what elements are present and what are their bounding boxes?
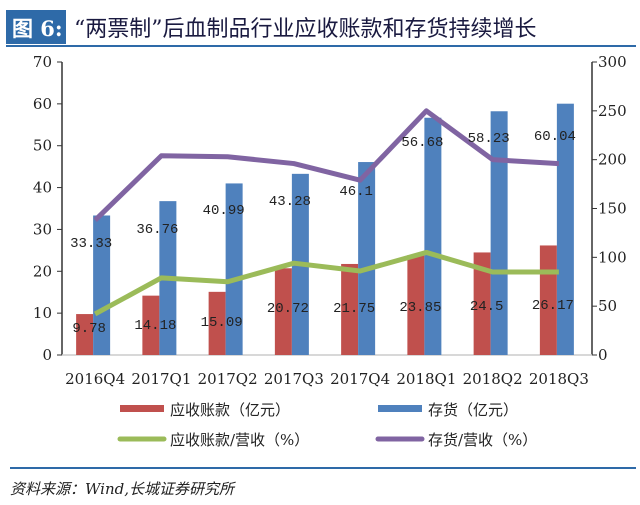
inventory-data-label: 58.23	[468, 131, 510, 147]
inventory-data-label: 33.33	[70, 236, 112, 252]
receivables-bar	[473, 252, 491, 355]
receivables-data-label: 15.09	[201, 315, 243, 331]
left-tick-label: 60	[33, 95, 52, 113]
right-tick-label: 50	[598, 297, 617, 315]
x-tick-label: 2016Q4	[65, 370, 125, 388]
legend-label: 存货/营收（%）	[428, 431, 537, 449]
legend-label: 存货（亿元）	[428, 401, 518, 419]
left-tick-label: 10	[33, 304, 52, 322]
receivables-data-label: 20.72	[267, 301, 309, 317]
receivables-data-label: 23.85	[399, 300, 441, 316]
figure-label: 图 6:	[12, 16, 63, 41]
right-tick-label: 200	[598, 151, 627, 169]
right-tick-label: 100	[598, 248, 627, 266]
legend-swatch	[378, 405, 422, 412]
left-tick-label: 0	[42, 346, 52, 364]
footer-rule	[10, 467, 636, 469]
x-tick-label: 2017Q1	[131, 370, 191, 388]
legend-label: 应收账款（亿元）	[170, 401, 290, 419]
receivables-data-label: 26.17	[532, 298, 574, 314]
left-tick-label: 20	[33, 262, 52, 280]
x-tick-label: 2017Q2	[198, 370, 258, 388]
receivables-ratio-line	[93, 249, 559, 317]
receivables-data-label: 14.18	[134, 318, 176, 334]
inventory-bar	[490, 111, 508, 355]
x-tick-label: 2017Q3	[264, 370, 324, 388]
inventory-bar	[556, 103, 574, 355]
receivables-bar	[208, 291, 226, 355]
inventory-data-label: 40.99	[203, 203, 245, 219]
chart-title: “两票制”后血制品行业应收账款和存货持续增长	[74, 17, 537, 42]
source-note: 资料来源：Wind,长城证券研究所	[10, 480, 236, 498]
receivables-bar	[274, 268, 292, 355]
right-tick-label: 300	[598, 53, 627, 71]
legend-swatch	[120, 405, 164, 412]
left-tick-label: 30	[33, 220, 52, 238]
receivables-bar	[341, 263, 359, 355]
inventory-data-label: 46.1	[339, 184, 373, 200]
left-tick-label: 70	[33, 53, 52, 71]
receivables-data-label: 24.5	[470, 299, 504, 315]
receivables-bar	[142, 295, 160, 355]
receivables-bar	[407, 255, 425, 355]
inventory-bar	[225, 183, 243, 355]
x-tick-label: 2017Q4	[330, 370, 390, 388]
right-tick-label: 0	[598, 346, 608, 364]
left-tick-label: 40	[33, 179, 52, 197]
title-rule	[6, 45, 636, 47]
x-tick-label: 2018Q3	[529, 370, 589, 388]
inventory-data-label: 56.68	[401, 135, 443, 151]
receivables-bar	[76, 314, 94, 355]
receivables-data-label: 21.75	[333, 301, 375, 317]
inventory-data-label: 60.04	[534, 129, 576, 145]
right-tick-label: 150	[598, 200, 627, 218]
left-tick-label: 50	[33, 137, 52, 155]
x-tick-label: 2018Q2	[463, 370, 523, 388]
inventory-bar	[358, 162, 376, 355]
figure-label-box	[6, 10, 66, 44]
x-tick-label: 2018Q1	[396, 370, 456, 388]
inventory-data-label: 43.28	[269, 194, 311, 210]
inventory-data-label: 36.76	[136, 222, 178, 238]
right-tick-label: 250	[598, 102, 627, 120]
receivables-data-label: 9.78	[72, 321, 106, 337]
inventory-bar	[424, 117, 442, 355]
inventory-bar	[93, 215, 111, 355]
legend-label: 应收账款/营收（%）	[170, 431, 309, 449]
inventory-ratio-line	[93, 108, 560, 223]
